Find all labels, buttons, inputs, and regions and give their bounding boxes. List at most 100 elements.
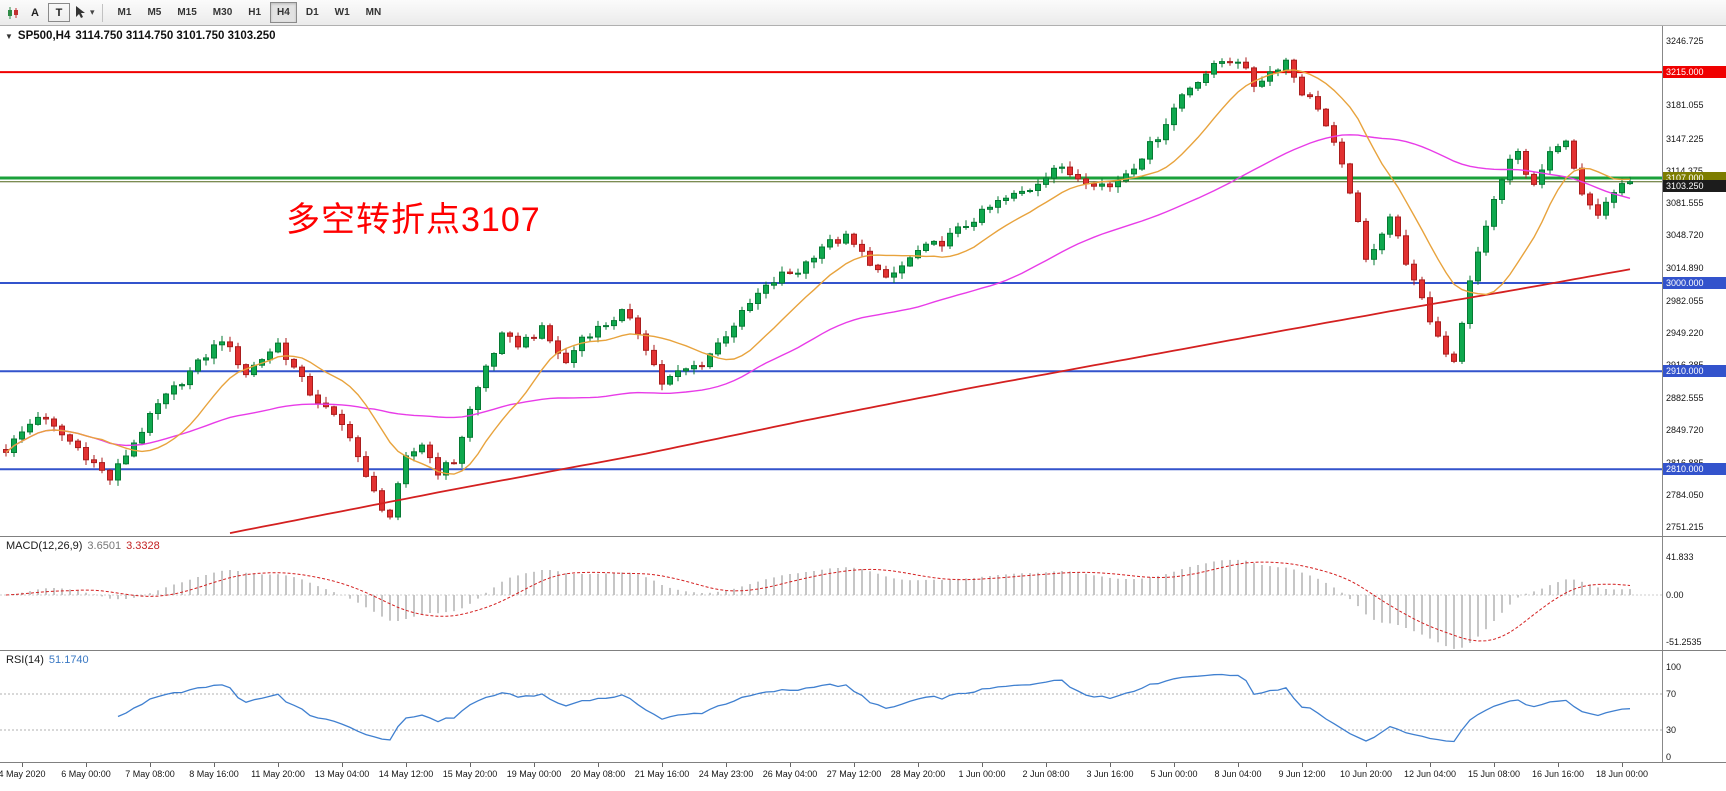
time-label: 2 Jun 08:00	[1022, 769, 1070, 779]
macd-indicator-pane: MACD(12,26,9) 3.6501 3.3328 41.833 0.00 -5…	[0, 536, 1726, 650]
horizontal-lines-layer	[0, 71, 1662, 471]
candle-body	[1147, 141, 1153, 160]
macd-signal-value: 3.3328	[126, 540, 160, 552]
candle-body	[971, 221, 977, 227]
candle-body	[891, 272, 897, 278]
macd-axis[interactable]: 41.833 0.00 -51.2535	[1662, 537, 1726, 650]
timeframe-button-m5[interactable]: M5	[147, 7, 162, 18]
timeframe-button-m30[interactable]: M30	[212, 7, 233, 18]
rsi-axis[interactable]: 100 70 30 0	[1662, 651, 1726, 762]
time-tick	[790, 763, 791, 767]
candle-body	[27, 423, 33, 433]
candle-body	[379, 490, 385, 511]
candle-body	[1531, 173, 1537, 185]
time-tick	[726, 763, 727, 767]
candle-body	[875, 264, 881, 271]
candle-body	[859, 243, 865, 252]
candle-body	[651, 349, 657, 366]
candle-body	[1243, 61, 1249, 69]
candle-body	[763, 284, 769, 294]
timeframe-button-mn[interactable]: MN	[365, 7, 382, 18]
candle-body	[1427, 297, 1433, 323]
timeframe-button-h4[interactable]: H4	[270, 2, 297, 23]
time-tick	[1622, 763, 1623, 767]
price-tick-label: 2949.220	[1666, 328, 1704, 338]
candle-body	[1627, 181, 1633, 185]
candle-body	[587, 336, 593, 339]
candle-body	[363, 456, 369, 477]
price-tick-label: 3014.890	[1666, 263, 1704, 273]
time-tick	[1366, 763, 1367, 767]
symbol-dropdown-icon[interactable]: ▼	[5, 31, 13, 41]
candle-body	[1483, 225, 1489, 253]
candle-body	[939, 240, 945, 247]
price-tick-label: 2982.055	[1666, 296, 1704, 306]
candle-body	[1435, 321, 1441, 337]
candle-body	[1035, 183, 1041, 192]
candle-body	[635, 317, 641, 335]
candle-body	[1155, 139, 1161, 143]
candle-body	[1323, 108, 1329, 127]
price-axis[interactable]: 3246.725 3181.055 3147.225 3114.375 3081.555…	[1662, 26, 1726, 536]
candle-body	[923, 243, 929, 251]
candle-body	[91, 459, 97, 464]
candle-body	[1179, 94, 1185, 109]
candle-body	[1139, 158, 1145, 170]
time-label: 9 Jun 12:00	[1278, 769, 1326, 779]
candle-body	[867, 250, 873, 266]
price-tick-label: 2751.215	[1666, 522, 1704, 532]
time-label: 4 May 2020	[0, 769, 46, 779]
candlestick-chart-icon[interactable]	[4, 4, 22, 22]
candle-body	[419, 444, 425, 453]
candle-body	[483, 365, 489, 389]
time-tick	[150, 763, 151, 767]
timeframe-button-w1[interactable]: W1	[334, 7, 350, 18]
time-axis[interactable]: 4 May 2020 6 May 00:00 7 May 08:00 8 May 16…	[0, 762, 1726, 791]
candle-body	[843, 233, 849, 244]
time-label: 12 Jun 04:00	[1403, 769, 1457, 779]
time-tick	[918, 763, 919, 767]
rsi-plot-area[interactable]	[0, 651, 1662, 763]
candle-body	[1115, 180, 1121, 188]
text-tool-button[interactable]: T	[48, 3, 70, 22]
candle-body	[1475, 251, 1481, 282]
chart-annotation-text[interactable]: 多空转折点3107	[286, 201, 541, 239]
candle-body	[739, 310, 745, 327]
timeframe-button-d1[interactable]: D1	[305, 7, 319, 18]
candle-body	[1067, 166, 1073, 176]
chart-plot-area[interactable]	[0, 26, 1662, 536]
symbol-header: ▼ SP500,H4 3114.750 3114.750 3101.750 31…	[5, 30, 276, 42]
candle-body	[123, 455, 129, 465]
candle-body	[995, 200, 1001, 208]
candle-body	[1195, 82, 1201, 89]
time-tick	[1430, 763, 1431, 767]
time-tick	[406, 763, 407, 767]
time-tick	[1238, 763, 1239, 767]
candle-body	[331, 406, 337, 415]
toolbar-button-a[interactable]: A	[31, 6, 39, 19]
macd-plot-area[interactable]	[0, 537, 1662, 651]
macd-tick-label: -51.2535	[1666, 637, 1702, 647]
candle-body	[667, 376, 673, 385]
macd-histogram	[13, 559, 1631, 649]
time-tick	[470, 763, 471, 767]
rsi-header: RSI(14) 51.1740	[6, 654, 89, 666]
candle-body	[595, 325, 601, 338]
candle-body	[67, 434, 73, 442]
rsi-tick-label: 100	[1666, 662, 1682, 672]
toolbar-separator	[101, 3, 103, 22]
candle-body	[235, 346, 241, 366]
time-label: 10 Jun 20:00	[1339, 769, 1393, 779]
dropdown-caret-icon[interactable]: ▾	[90, 7, 95, 17]
timeframe-button-h1[interactable]: H1	[248, 7, 262, 18]
symbol-timeframe-label: SP500,H4	[17, 30, 71, 42]
candle-body	[707, 353, 713, 368]
candle-body	[291, 358, 297, 368]
timeframe-button-m15[interactable]: M15	[177, 7, 197, 18]
candle-body	[203, 357, 209, 361]
timeframe-button-m1[interactable]: M1	[117, 7, 132, 18]
candle-body	[747, 303, 753, 311]
candle-body	[1411, 263, 1417, 281]
cursor-tool-icon[interactable]	[72, 4, 90, 22]
time-tick	[1494, 763, 1495, 767]
